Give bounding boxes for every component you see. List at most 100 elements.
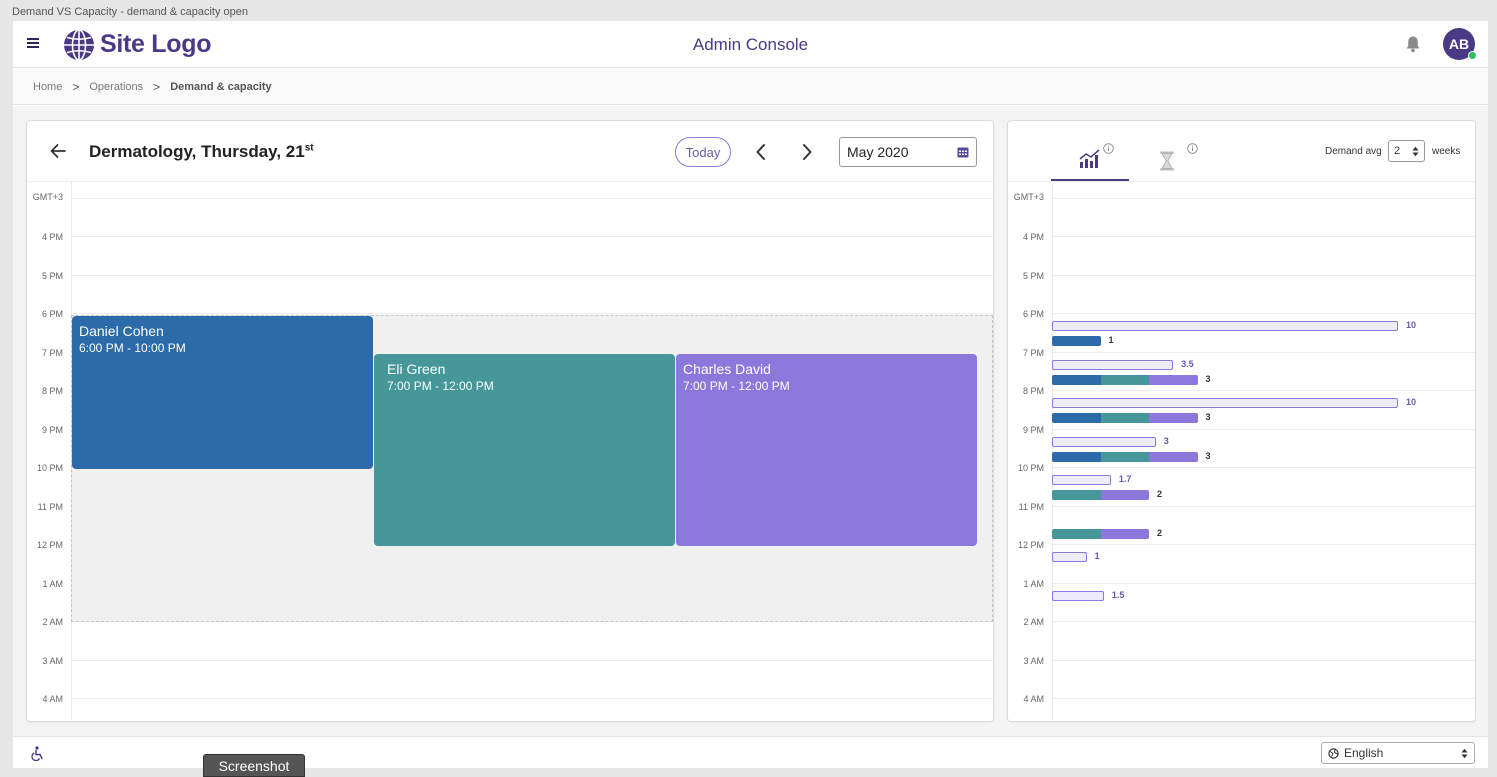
breadcrumb-home[interactable]: Home [33,80,63,93]
capacity-segment [1100,528,1149,539]
demand-bar[interactable] [1052,590,1104,601]
event-card-eli-green[interactable]: Eli Green 7:00 PM - 12:00 PM [374,354,675,546]
chart-icon [1079,149,1100,168]
capacity-segment [1052,336,1101,346]
hour-label: 8 PM [41,386,63,396]
hour-label: 2 AM [1023,617,1044,627]
hour-label: 10 PM [1017,463,1044,473]
avatar-initials: AB [1448,36,1470,52]
page-title: Dermatology, Thursday, 21st [89,142,314,161]
demand-value-label: 10 [1406,320,1417,330]
calendar-header: Dermatology, Thursday, 21st Today May 20… [27,121,993,182]
hour-line [1052,583,1475,584]
hour-label: 7 PM [41,348,63,358]
screenshot-button[interactable]: Screenshot [203,754,305,777]
hour-line [1052,429,1475,430]
capacity-value-label: 2 [1157,489,1163,499]
demand-bar[interactable] [1052,552,1087,562]
hour-line [1052,352,1475,353]
hour-line [71,198,993,199]
event-time: 6:00 PM - 10:00 PM [79,341,186,355]
calendar-grid: GMT+3 4 PM 5 PM 6 PM 7 PM 8 PM 9 PM 10 P… [27,182,993,722]
capacity-bar[interactable] [1052,451,1198,462]
demand-bar[interactable] [1052,475,1111,485]
hour-label: 3 AM [1023,656,1044,666]
demand-avg-select[interactable]: 2 [1388,140,1425,162]
capacity-value-label: 3 [1205,412,1211,422]
demand-bar[interactable] [1052,436,1156,447]
capacity-value-label: 3 [1205,373,1211,384]
hour-label: 11 PM [1018,502,1044,512]
window-title: Demand VS Capacity - demand & capacity o… [12,6,249,18]
hour-line [71,660,993,661]
hour-line [71,698,993,699]
chevron-right-icon[interactable] [800,142,814,162]
demand-bar[interactable] [1052,359,1174,370]
capacity-segment [1052,490,1101,500]
capacity-segment [1100,451,1149,462]
console-title: Admin Console [692,35,809,54]
capacity-segment [1100,490,1149,500]
select-arrows-icon [1461,748,1468,759]
hour-label: 9 PM [41,425,63,435]
hour-label: 1 AM [42,579,63,589]
hour-label: 6 PM [41,309,63,319]
language-globe-icon [1328,748,1339,759]
accessibility-icon[interactable] [31,746,45,761]
avatar[interactable]: AB [1443,28,1477,60]
logo-text: Site Logo [100,30,212,58]
top-bar: Site Logo Admin Console AB [13,21,1488,68]
breadcrumb-current: Demand & capacity [170,80,272,93]
hour-label: 10 PM [36,463,63,473]
hour-label: 9 PM [1022,425,1044,435]
chevron-left-icon[interactable] [754,142,768,162]
capacity-segment [1149,374,1198,385]
capacity-bar[interactable] [1052,413,1198,423]
hour-label: 3 AM [42,656,63,666]
site-logo[interactable]: Site Logo [62,27,211,62]
language-select[interactable]: English [1321,742,1475,764]
demand-capacity-panel: Demand avg 2 weeks GMT+3 4 PM 5 PM 6 PM [1007,120,1476,722]
month-picker[interactable]: May 2020 [839,137,977,167]
hour-label: 4 PM [41,232,63,242]
capacity-bar[interactable] [1052,374,1198,385]
select-arrows-icon [1412,146,1419,157]
hour-line [1052,506,1475,507]
demand-value-label: 3.5 [1181,358,1194,369]
breadcrumb-operations[interactable]: Operations [89,80,144,93]
tab-chart[interactable] [1051,131,1129,181]
language-value: English [1344,746,1384,760]
capacity-segment [1052,374,1101,385]
demand-bar[interactable] [1052,398,1398,408]
hour-label: 2 AM [42,617,63,627]
event-card-daniel-cohen[interactable]: Daniel Cohen 6:00 PM - 10:00 PM [72,316,373,469]
event-name: Charles David [683,361,771,377]
info-icon[interactable] [1187,143,1198,154]
hour-line [1052,236,1475,237]
hour-label: 5 PM [1022,271,1044,281]
capacity-value-label: 1 [1108,335,1114,345]
today-button[interactable]: Today [675,137,731,167]
weeks-label: weeks [1432,146,1461,157]
capacity-bar[interactable] [1052,528,1149,539]
chevron-right-icon: > [153,79,161,94]
tab-hourglass[interactable] [1129,131,1207,181]
info-icon[interactable] [1103,143,1114,154]
calendar-icon[interactable] [957,146,969,158]
hour-line [71,275,993,276]
capacity-bar[interactable] [1052,336,1101,346]
capacity-value-label: 2 [1157,527,1163,538]
hour-line [71,313,993,314]
bell-icon[interactable] [1405,35,1421,53]
capacity-segment [1100,413,1149,423]
demand-bar[interactable] [1052,321,1398,331]
hour-line [1052,198,1475,199]
back-arrow-icon[interactable] [49,142,67,160]
month-value: May 2020 [847,144,909,160]
timezone-label: GMT+3 [32,192,63,202]
menu-icon[interactable] [27,38,39,48]
hour-line [1052,390,1475,391]
event-card-charles-david[interactable]: Charles David 7:00 PM - 12:00 PM [676,354,977,546]
capacity-bar[interactable] [1052,490,1149,500]
hour-line [1052,544,1475,545]
